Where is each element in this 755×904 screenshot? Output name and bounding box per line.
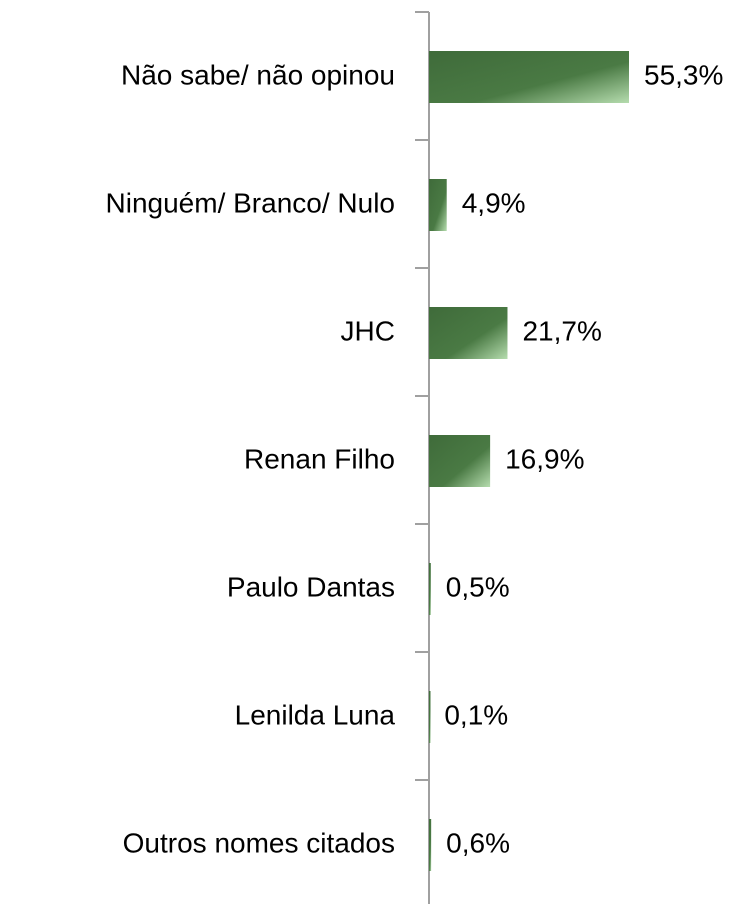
- value-label: 16,9%: [505, 443, 584, 474]
- bar: [429, 819, 432, 871]
- value-label: 0,5%: [446, 571, 510, 602]
- value-label: 55,3%: [644, 59, 723, 90]
- bar: [429, 435, 491, 487]
- category-label: Ninguém/ Branco/ Nulo: [106, 187, 395, 218]
- bar: [429, 307, 508, 359]
- bar: [429, 179, 447, 231]
- category-label: Não sabe/ não opinou: [121, 59, 395, 90]
- category-label: JHC: [341, 315, 395, 346]
- value-label: 21,7%: [522, 315, 601, 346]
- bar: [429, 51, 630, 103]
- category-label: Lenilda Luna: [235, 699, 396, 730]
- bar: [429, 563, 431, 615]
- value-label: 0,1%: [444, 699, 508, 730]
- value-label: 0,6%: [446, 827, 510, 858]
- category-label: Outros nomes citados: [123, 827, 395, 858]
- category-label: Paulo Dantas: [227, 571, 395, 602]
- value-label: 4,9%: [462, 187, 526, 218]
- bar: [429, 691, 431, 743]
- category-label: Renan Filho: [244, 443, 395, 474]
